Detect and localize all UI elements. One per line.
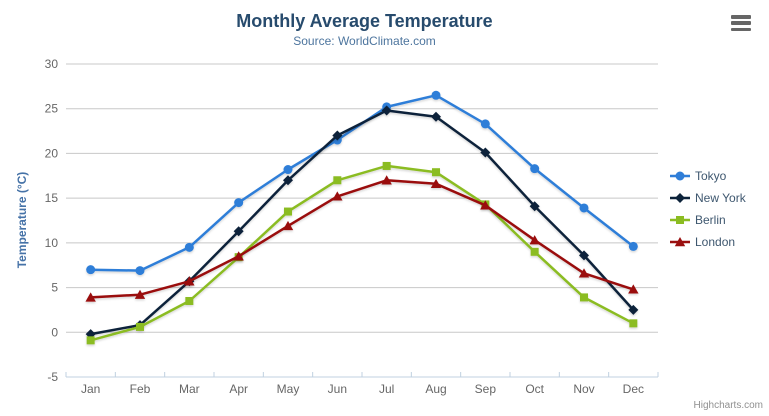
y-axis-label: 25 [45,102,59,116]
data-point-london-jul[interactable] [381,175,392,185]
data-point-tokyo-nov[interactable] [579,203,589,213]
x-axis-label-oct: Oct [525,382,544,396]
data-point-london-feb[interactable] [134,289,146,299]
series-tokyo [86,90,638,276]
hamburger-icon [731,13,755,31]
axes: -5 0 5 10 15 20 25 30 Jan Feb Mar Apr May Jun Jul Aug Se… [45,57,659,396]
data-point-london-dec[interactable] [628,284,639,294]
legend-symbol-square-icon [670,216,690,224]
series-new-york [85,105,639,340]
data-point-london-may[interactable] [282,220,294,231]
data-point-tokyo-feb[interactable] [135,266,145,276]
data-point-london-aug[interactable] [430,178,442,189]
data-point-berlin-oct[interactable] [530,247,539,256]
series-berlin [86,161,638,345]
data-point-tokyo-oct[interactable] [530,164,540,174]
x-axis-label-dec: Dec [623,382,644,396]
data-point-new-york-jun[interactable] [332,130,343,141]
y-axis-label: 30 [45,57,59,71]
data-point-new-york-sep[interactable] [480,147,491,158]
legend-label: Berlin [695,213,726,227]
series-london [85,175,639,302]
data-point-berlin-jul[interactable] [382,161,391,170]
series-line-london [90,179,634,299]
legend-label: New York [695,191,746,205]
data-point-berlin-jun[interactable] [333,176,342,185]
x-axis-label-sep: Sep [475,382,497,396]
data-point-berlin-aug[interactable] [432,168,440,177]
data-point-london-jan[interactable] [85,292,96,302]
legend-symbol-circle-icon [670,171,690,181]
chart-title: Monthly Average Temperature [236,11,493,31]
series-line-berlin [90,164,634,342]
data-point-new-york-aug[interactable] [431,111,441,122]
data-point-tokyo-may[interactable] [283,165,293,175]
data-point-new-york-apr[interactable] [233,226,244,237]
data-point-london-apr[interactable] [233,251,244,261]
legend-symbol-triangle-icon [670,237,690,247]
data-point-new-york-oct[interactable] [529,201,540,212]
data-point-tokyo-apr[interactable] [234,198,244,208]
data-point-berlin-mar[interactable] [185,296,194,305]
legend-symbol-diamond-icon [670,193,690,203]
data-point-tokyo-jan[interactable] [86,265,96,275]
x-axis-label-apr: Apr [229,382,248,396]
credits-link[interactable]: Highcharts.com [693,400,763,411]
x-axis-label-mar: Mar [179,382,200,396]
x-axis-label-jun: Jun [328,382,347,396]
y-axis-label: 5 [51,281,58,295]
series-line-tokyo [90,94,635,272]
x-axis-label-may: May [277,382,300,396]
y-axis-label: -5 [47,370,58,384]
data-point-berlin-may[interactable] [284,207,292,216]
series-line-new-york [90,109,635,336]
x-axis-label-aug: Aug [425,382,446,396]
data-point-london-sep[interactable] [480,200,491,210]
y-axis-title: Temperature (°C) [15,172,29,269]
chart-context-menu-button[interactable] [731,13,755,33]
x-axis-label-jul: Jul [379,382,394,396]
data-point-new-york-may[interactable] [283,175,293,186]
data-point-tokyo-aug[interactable] [431,90,441,100]
data-point-london-nov[interactable] [578,268,590,278]
data-point-new-york-jul[interactable] [381,105,392,116]
data-point-berlin-dec[interactable] [629,319,638,328]
data-point-london-mar[interactable] [184,276,195,286]
x-axis-label-feb: Feb [130,382,151,396]
data-point-berlin-nov[interactable] [580,293,588,302]
grid-lines [66,63,658,333]
legend-item-berlin[interactable]: Berlin [670,209,746,231]
x-axis-label-nov: Nov [573,382,594,396]
y-axis-label: 20 [45,146,59,160]
legend-item-new-york[interactable]: New York [670,187,746,209]
data-point-tokyo-sep[interactable] [480,119,490,129]
legend-item-london[interactable]: London [670,231,746,253]
legend-item-tokyo[interactable]: Tokyo [670,165,746,187]
data-point-tokyo-mar[interactable] [184,242,194,252]
data-point-london-jun[interactable] [332,191,343,201]
data-point-berlin-jan[interactable] [86,336,95,345]
legend-label: Tokyo [695,169,727,183]
data-point-berlin-feb[interactable] [136,322,144,331]
y-axis-label: 15 [45,191,59,205]
series-layer [85,90,639,345]
y-axis-label: 0 [51,325,58,339]
data-point-london-oct[interactable] [529,235,540,245]
y-axis-label: 10 [45,236,59,250]
chart-subtitle: Source: WorldClimate.com [293,34,436,48]
legend: Tokyo New York Berlin London [670,165,746,253]
x-axis-label-jan: Jan [81,382,100,396]
data-point-tokyo-dec[interactable] [628,241,638,251]
data-point-new-york-nov[interactable] [579,250,589,261]
legend-label: London [695,235,736,249]
data-point-new-york-dec[interactable] [628,304,639,315]
